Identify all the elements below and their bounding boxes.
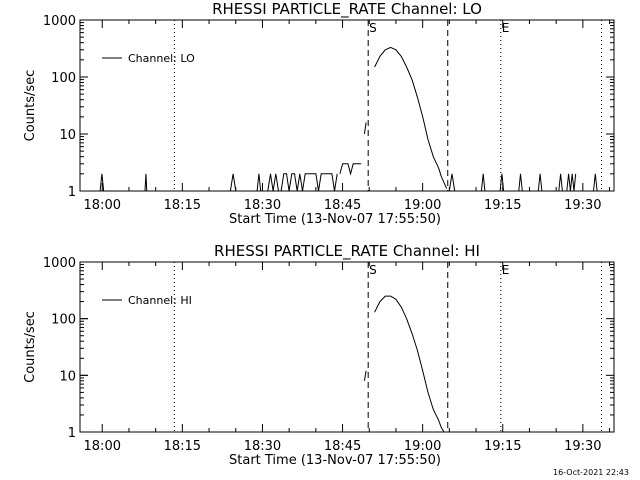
panel-1-series-line	[363, 122, 367, 135]
panel-1-series-line	[144, 173, 148, 192]
panel-1-x-tick-label: 18:30	[244, 198, 281, 213]
panel-1-series-line	[499, 173, 505, 192]
panel-2-series-line	[363, 370, 367, 381]
panel-1-x-tick-label: 19:30	[564, 198, 601, 213]
panel-1-x-tick-label: 18:00	[84, 198, 121, 213]
panel-1-series-line	[280, 173, 338, 192]
panel-1-y-tick-label: 1000	[43, 14, 76, 29]
panel-1-series-line	[99, 173, 105, 192]
panel-2-y-tick-label: 100	[51, 313, 76, 328]
panel-1-y-tick-label: 1	[68, 185, 76, 200]
panel-1-series-line	[448, 173, 456, 192]
panel-1-y-axis-label: Counts/sec	[23, 70, 38, 142]
panel-1-series-line	[558, 173, 563, 192]
panel-2-y-tick-label: 1000	[43, 256, 76, 271]
panel-1-series-line	[537, 173, 543, 192]
panel-1-series-line	[339, 163, 362, 176]
panel-2-legend-label: Channel: HI	[128, 294, 192, 307]
panel-1-x-axis-label: Start Time (13-Nov-07 17:55:50)	[229, 212, 441, 227]
panel-1-series-line	[256, 173, 262, 192]
panel-2-x-tick-label: 18:15	[164, 439, 201, 454]
panel-1-marker-label: S	[369, 21, 377, 35]
panel-2-x-tick-label: 19:00	[404, 439, 441, 454]
panel-1-x-tick-label: 19:15	[484, 198, 521, 213]
panel-1-title: RHESSI PARTICLE_RATE Channel: LO	[212, 0, 482, 19]
panel-1-marker-label: E	[502, 21, 510, 35]
panel-1-series-line	[267, 173, 279, 192]
panel-1-x-tick-label: 19:00	[404, 198, 441, 213]
panel-1-legend-label: Channel: LO	[128, 52, 195, 65]
panel-2-x-tick-label: 18:30	[244, 439, 281, 454]
panel-2-y-tick-label: 1	[68, 426, 76, 441]
panel-1-x-tick-label: 18:45	[324, 198, 361, 213]
panel-1-series-line	[593, 173, 598, 192]
panel-2-marker-label: E	[502, 263, 510, 277]
panel-2-x-tick-label: 18:45	[324, 439, 361, 454]
panel-2-x-tick-label: 19:15	[484, 439, 521, 454]
panel-1-y-tick-label: 100	[51, 71, 76, 86]
panel-2-marker-label: S	[369, 263, 377, 277]
panel-2-y-tick-label: 10	[59, 369, 76, 384]
panel-2-x-tick-label: 18:00	[84, 439, 121, 454]
panel-2-x-axis-label: Start Time (13-Nov-07 17:55:50)	[229, 453, 441, 468]
panel-2-title: RHESSI PARTICLE_RATE Channel: HI	[214, 242, 480, 261]
panel-1-y-tick-label: 10	[59, 128, 76, 143]
panel-2-plot-frame	[79, 261, 615, 433]
panel-1-series-line	[229, 173, 237, 192]
panel-1-series-line	[374, 46, 448, 189]
timestamp-label: 16-Oct-2021 22:43	[553, 468, 629, 477]
panel-2-x-tick-label: 19:30	[564, 439, 601, 454]
panel-2-y-axis-label: Counts/sec	[23, 311, 38, 383]
panel-1-series-line	[480, 173, 486, 192]
panel-1-plot-frame	[79, 19, 615, 192]
panel-1-series-line	[518, 173, 523, 192]
panel-1-series-line	[566, 173, 577, 192]
panel-2-series-line	[374, 295, 445, 433]
panel-1-x-tick-label: 18:15	[164, 198, 201, 213]
